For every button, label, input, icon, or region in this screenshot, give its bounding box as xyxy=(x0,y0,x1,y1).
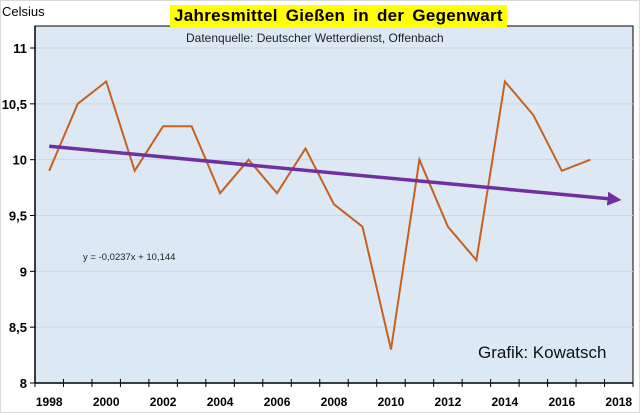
data-point xyxy=(248,159,250,161)
y-axis-label: Celsius xyxy=(2,4,45,19)
data-point xyxy=(77,103,79,105)
data-point xyxy=(105,81,107,83)
data-point xyxy=(191,125,193,127)
data-point xyxy=(333,203,335,205)
x-tick-label: 2016 xyxy=(548,395,575,409)
y-tick-label: 8,5 xyxy=(9,320,27,335)
x-tick-label: 2018 xyxy=(605,395,632,409)
trendline-equation: y = -0,0237x + 10,144 xyxy=(83,252,176,263)
x-tick-label: 2008 xyxy=(321,395,348,409)
data-point xyxy=(532,114,534,116)
data-point xyxy=(361,226,363,228)
y-tick-label: 11 xyxy=(13,41,27,56)
series-line xyxy=(48,79,591,350)
x-tick-label: 2014 xyxy=(492,395,519,409)
x-tick-label: 2000 xyxy=(93,395,120,409)
y-tick-label: 9 xyxy=(20,264,27,279)
series-layer xyxy=(48,79,591,351)
axes: 8 8,5 9 9,5 10 10,5 11 1998 2000 2002 2004 2006 2008… xyxy=(2,26,634,409)
data-point xyxy=(390,349,392,351)
gridlines xyxy=(35,47,633,328)
y-tick-label: 10,5 xyxy=(2,97,27,112)
data-point xyxy=(447,226,449,228)
data-point xyxy=(162,125,164,127)
data-point xyxy=(305,148,307,150)
data-point xyxy=(219,192,221,194)
data-point xyxy=(561,170,563,172)
data-point xyxy=(475,259,477,261)
x-tick-label: 1998 xyxy=(36,395,63,409)
data-point xyxy=(504,81,506,83)
data-point xyxy=(48,170,50,172)
x-tick-label: 2012 xyxy=(435,395,462,409)
x-tick-label: 2006 xyxy=(264,395,291,409)
trendline-layer xyxy=(49,144,622,206)
y-tick-label: 10 xyxy=(13,153,27,168)
data-point xyxy=(134,170,136,172)
y-tick-label: 8 xyxy=(20,376,27,391)
trendline xyxy=(49,144,622,206)
chart-title: Jahresmittel Gießen in der Gegenwart xyxy=(170,5,507,28)
chart-credit: Grafik: Kowatsch xyxy=(478,343,607,362)
x-tick-label: 2004 xyxy=(207,395,234,409)
y-tick-label: 9,5 xyxy=(9,209,27,224)
x-tick-label: 2010 xyxy=(378,395,405,409)
data-point xyxy=(589,159,591,161)
data-point xyxy=(418,159,420,161)
x-tick-label: 2002 xyxy=(150,395,177,409)
chart-subtitle: Datenquelle: Deutscher Wetterdienst, Off… xyxy=(186,31,444,45)
data-point xyxy=(276,192,278,194)
